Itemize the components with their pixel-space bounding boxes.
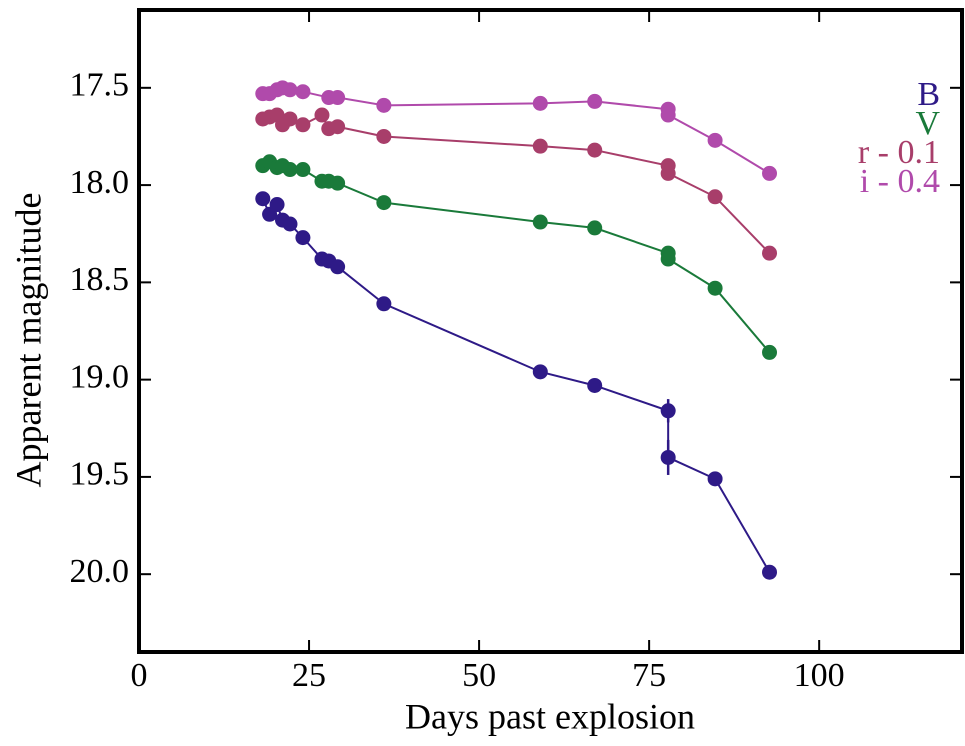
y-tick-label: 17.5 bbox=[70, 67, 130, 104]
data-point bbox=[587, 93, 603, 109]
data-point bbox=[295, 117, 311, 133]
data-point bbox=[330, 90, 346, 106]
data-point bbox=[660, 165, 676, 181]
data-point bbox=[532, 138, 548, 154]
data-point bbox=[282, 162, 298, 178]
data-point bbox=[376, 296, 392, 312]
data-point bbox=[587, 377, 603, 393]
series-line bbox=[261, 198, 771, 573]
legend-label: i - 0.4 bbox=[860, 163, 940, 200]
data-point bbox=[255, 191, 271, 207]
data-point bbox=[707, 471, 723, 487]
x-tick-label: 25 bbox=[292, 657, 326, 694]
data-point bbox=[707, 132, 723, 148]
x-tick-label: 0 bbox=[131, 657, 148, 694]
y-tick-label: 19.5 bbox=[70, 456, 130, 493]
data-point bbox=[762, 165, 778, 181]
data-point bbox=[707, 189, 723, 205]
data-point bbox=[532, 95, 548, 111]
data-point bbox=[587, 142, 603, 158]
data-point bbox=[295, 230, 311, 246]
data-point bbox=[376, 97, 392, 113]
data-point bbox=[295, 162, 311, 178]
legend-label: V bbox=[915, 105, 940, 142]
data-point bbox=[532, 214, 548, 230]
data-point bbox=[330, 119, 346, 135]
data-point bbox=[660, 251, 676, 267]
data-point bbox=[762, 564, 778, 580]
data-point bbox=[660, 403, 676, 419]
data-point bbox=[269, 197, 285, 213]
y-tick-label: 20.0 bbox=[70, 553, 130, 590]
y-tick-label: 18.0 bbox=[70, 164, 130, 201]
data-point bbox=[762, 245, 778, 261]
legend-label: r - 0.1 bbox=[858, 134, 940, 171]
data-point bbox=[532, 364, 548, 380]
data-point bbox=[295, 84, 311, 100]
x-tick-label: 75 bbox=[632, 657, 666, 694]
data-point bbox=[660, 449, 676, 465]
data-point bbox=[587, 220, 603, 236]
data-point bbox=[330, 259, 346, 275]
x-tick-label: 100 bbox=[794, 657, 845, 694]
data-point bbox=[376, 195, 392, 211]
data-point bbox=[282, 82, 298, 98]
data-point bbox=[314, 107, 330, 123]
y-axis-label: Apparent magnitude bbox=[8, 193, 48, 488]
data-point bbox=[762, 344, 778, 360]
y-tick-label: 19.0 bbox=[70, 358, 130, 395]
data-point bbox=[376, 128, 392, 144]
data-point bbox=[330, 175, 346, 191]
x-tick-label: 50 bbox=[462, 657, 496, 694]
data-point bbox=[707, 280, 723, 296]
legend-label: B bbox=[917, 76, 940, 113]
x-axis-label: Days past explosion bbox=[405, 696, 695, 736]
data-point bbox=[282, 111, 298, 127]
plot-frame bbox=[137, 8, 964, 654]
data-point bbox=[660, 107, 676, 123]
data-point bbox=[282, 216, 298, 232]
y-tick-label: 18.5 bbox=[70, 261, 130, 298]
